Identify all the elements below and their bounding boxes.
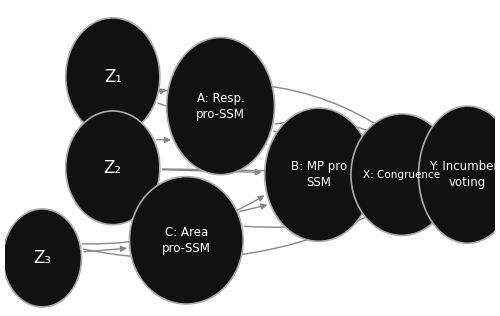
Ellipse shape [66,18,160,136]
Text: Z₃: Z₃ [33,249,51,267]
Ellipse shape [166,38,274,175]
Text: A: Resp.
pro-SSM: A: Resp. pro-SSM [196,92,245,121]
Ellipse shape [3,209,82,307]
Ellipse shape [130,177,243,304]
Ellipse shape [418,106,500,243]
Ellipse shape [351,114,453,235]
Text: B: MP pro
SSM: B: MP pro SSM [290,160,346,189]
Ellipse shape [264,108,372,241]
Text: C: Area
pro-SSM: C: Area pro-SSM [162,226,210,255]
Text: Y: Incumbent
voting: Y: Incumbent voting [429,160,500,189]
Text: X: Congruence: X: Congruence [364,170,440,180]
Ellipse shape [66,111,160,225]
Text: Z₁: Z₁ [104,68,122,86]
Text: Z₂: Z₂ [104,159,122,177]
